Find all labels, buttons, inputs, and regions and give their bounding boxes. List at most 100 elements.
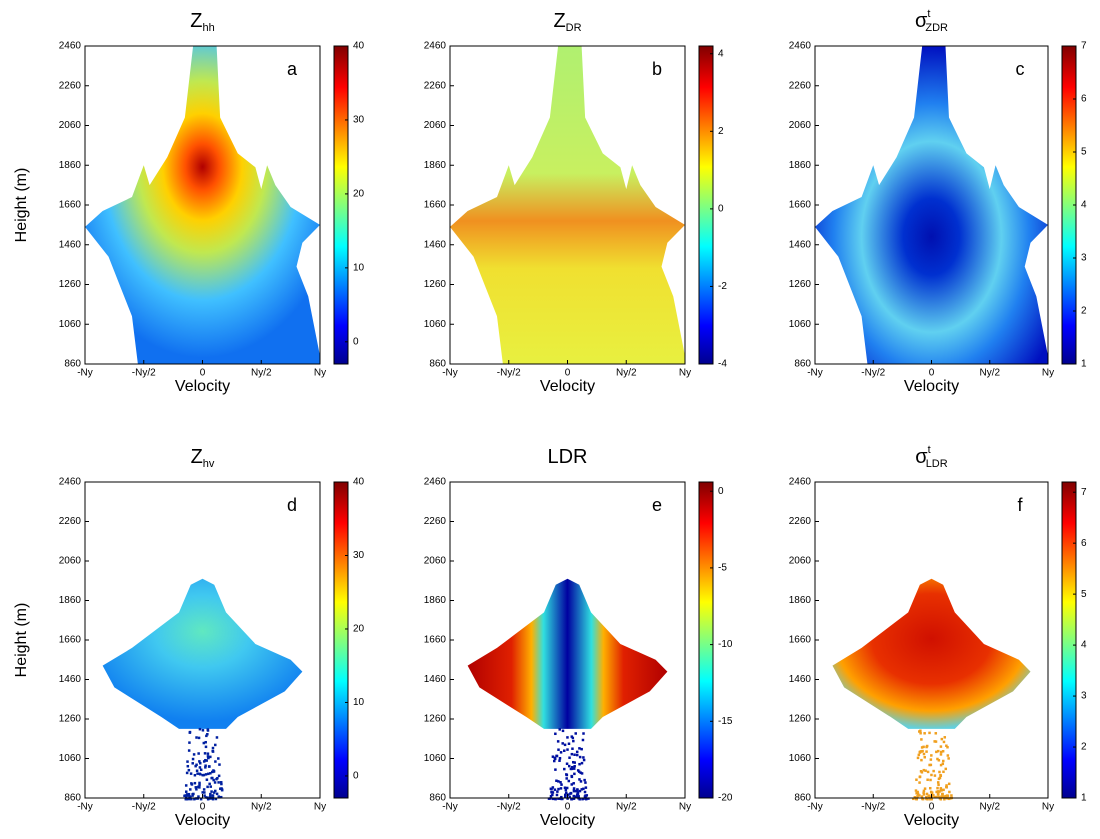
spectrum-speckle — [558, 759, 561, 762]
spectrum-speckle — [551, 791, 555, 794]
y-tick-label: 1860 — [789, 595, 812, 606]
spectrum-speckle — [207, 772, 210, 776]
spectrum-speckle — [580, 747, 583, 751]
spectrum-speckle — [918, 730, 921, 733]
spectrum-speckle — [575, 750, 579, 754]
spectrum-speckle — [936, 757, 939, 761]
colorbar-tick-label: -20 — [718, 793, 733, 804]
y-tick-label: 1860 — [424, 160, 447, 171]
spectrum-speckle — [580, 788, 584, 791]
colorbar-tick-label: 20 — [353, 624, 365, 635]
y-tick-label: 860 — [429, 793, 446, 804]
spectrum-speckle — [209, 792, 212, 796]
spectrum-speckle — [925, 792, 929, 796]
spectrum-speckle — [918, 781, 921, 784]
y-tick-label: 860 — [64, 359, 81, 370]
y-tick-label: 1660 — [789, 635, 812, 646]
spectrum-speckle — [572, 789, 576, 792]
y-tick-label: 1460 — [59, 239, 82, 250]
colorbar-tick-label: 40 — [353, 41, 365, 52]
spectrum-speckle — [204, 740, 207, 744]
spectrum-speckle — [219, 795, 223, 799]
spectrum-speckle — [928, 763, 931, 767]
spectrum-speckle — [942, 759, 945, 763]
spectrum-speckle — [913, 796, 917, 799]
spectrum-speckle — [572, 797, 576, 800]
spectrum-speckle — [929, 797, 932, 801]
x-tick-label: -Ny/2 — [861, 368, 885, 379]
spectrum-speckle — [938, 790, 941, 793]
spectrum-speckle — [570, 735, 574, 738]
colorbar-tick-label: 5 — [1081, 147, 1087, 158]
spectrum-speckle — [583, 778, 586, 782]
spectrum-speckle — [199, 768, 203, 772]
spectrum-speckle — [197, 736, 201, 740]
spectrum-speckle — [217, 781, 220, 784]
colorbar — [333, 45, 349, 365]
spectrum-speckle — [578, 778, 581, 781]
spectrum-speckle — [194, 786, 198, 789]
spectrum-speckle — [558, 728, 561, 731]
spectrum-speckle — [929, 763, 933, 767]
spectrum-speckle — [555, 793, 559, 797]
chart-title: Zhv — [191, 446, 215, 470]
chart-title: ZDR — [553, 10, 581, 34]
y-axis-label: Height (m) — [13, 168, 30, 243]
y-tick-label: 2260 — [789, 80, 812, 91]
spectrum-speckle — [573, 772, 576, 776]
spectrum-speckle — [570, 774, 573, 778]
spectrum-speckle — [195, 763, 198, 767]
spectrum-speckle — [195, 797, 198, 800]
colorbar-tick-label: 6 — [1081, 538, 1087, 549]
spectrum-speckle — [204, 766, 207, 769]
spectrum-speckle — [557, 797, 560, 800]
colorbar-tick-label: 40 — [353, 477, 365, 488]
spectrum-speckle — [214, 760, 217, 763]
spectrum-speckle — [570, 783, 574, 786]
spectrum-speckle — [560, 795, 563, 799]
spectrum-speckle — [933, 795, 937, 799]
spectrum-speckle — [926, 770, 930, 774]
spectrum-speckle — [189, 795, 192, 799]
x-tick-label: -Ny/2 — [497, 802, 521, 813]
x-axis-label: Velocity — [904, 812, 959, 829]
spectrum-speckle — [920, 746, 924, 749]
x-tick-label: 0 — [565, 368, 571, 379]
spectrum-speckle — [929, 758, 933, 761]
spectrum-speckle — [921, 797, 924, 801]
spectrum-speckle — [935, 750, 938, 754]
colorbar-tick-label: -5 — [718, 563, 727, 574]
y-tick-label: 1860 — [424, 595, 447, 606]
spectrum-speckle — [581, 738, 585, 742]
spectrum-speckle — [565, 786, 569, 790]
spectrum-speckle — [191, 757, 195, 761]
spectrum-speckle — [924, 769, 927, 772]
spectrum-speckle — [933, 740, 936, 743]
x-tick-label: Ny — [679, 802, 691, 813]
title-main: Z — [190, 10, 202, 32]
spectrum-speckle — [186, 764, 190, 768]
colorbar-tick-label: 4 — [1081, 200, 1087, 211]
spectrum-speckle — [920, 795, 924, 798]
spectrum-speckle — [211, 776, 214, 780]
spectrum-speckle — [214, 743, 217, 747]
spectrum-speckle — [199, 797, 203, 801]
spectrum-speckle — [566, 793, 570, 796]
spectrum-speckle — [939, 787, 943, 790]
spectrum-speckle — [553, 757, 557, 761]
y-tick-label: 2060 — [424, 556, 447, 567]
y-tick-label: 2460 — [59, 41, 82, 52]
spectrum-speckle — [558, 756, 562, 760]
spectrum-speckle — [195, 736, 198, 739]
spectrum-speckle — [215, 736, 219, 739]
spectrum-speckle — [184, 784, 188, 787]
colorbar — [698, 481, 714, 799]
spectrum-speckle — [198, 772, 202, 776]
spectrum-speckle — [569, 767, 573, 771]
y-tick-label: 1460 — [59, 674, 82, 685]
spectrum-speckle — [948, 790, 951, 794]
spectrum-speckle — [196, 772, 199, 775]
spectrum-speckle — [219, 781, 223, 784]
spectrum-speckle — [191, 792, 194, 796]
spectrum-shape — [102, 578, 303, 729]
